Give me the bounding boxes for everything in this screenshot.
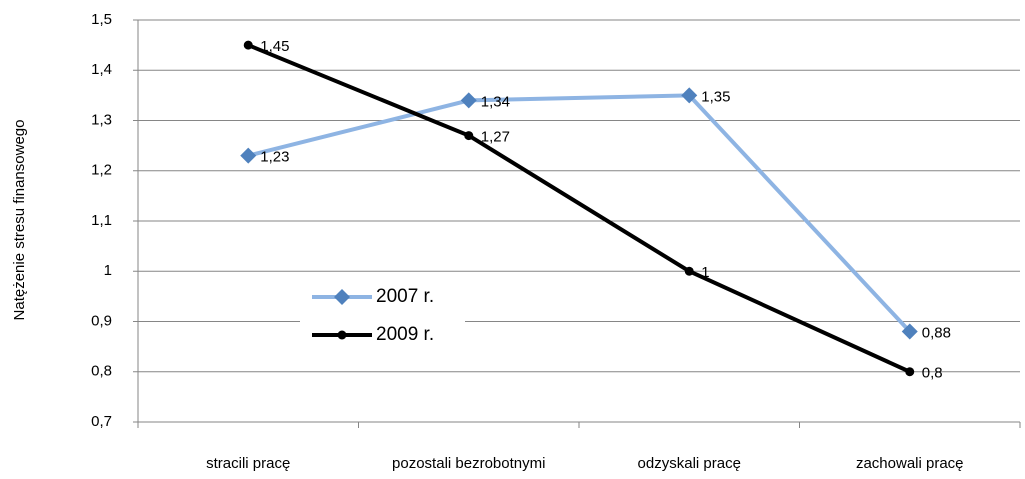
series-line xyxy=(247,93,912,333)
y-tick-label: 1,2 xyxy=(91,162,112,179)
y-tick-label: 1,1 xyxy=(91,212,112,229)
legend-label: 2009 r. xyxy=(376,324,434,345)
y-axis-title: Natężenie stresu finansowego xyxy=(11,120,28,321)
y-tick-label: 1,5 xyxy=(91,11,112,28)
x-tick-label: stracili pracę xyxy=(206,455,290,472)
marker xyxy=(243,40,253,50)
marker xyxy=(684,266,694,276)
marker xyxy=(901,323,918,340)
data-label: 1,35 xyxy=(701,88,730,105)
y-tick-label: 1,4 xyxy=(91,61,112,78)
data-label: 0,8 xyxy=(922,365,943,382)
x-tick-label: zachowali pracę xyxy=(856,455,964,472)
data-label: 1,45 xyxy=(260,38,289,55)
y-tick-label: 0,9 xyxy=(91,312,112,329)
data-label: 1,34 xyxy=(481,93,510,110)
y-tick-label: 1,3 xyxy=(91,111,112,128)
data-label: 0,88 xyxy=(922,325,951,342)
data-label: 1,23 xyxy=(260,149,289,166)
y-tick-label: 0,8 xyxy=(91,363,112,380)
marker xyxy=(905,367,915,377)
marker xyxy=(464,131,474,141)
y-tick-label: 0,7 xyxy=(91,413,112,430)
marker xyxy=(460,92,477,109)
x-tick-label: pozostali bezrobotnymi xyxy=(392,455,545,472)
marker xyxy=(337,330,347,340)
marker xyxy=(240,147,257,164)
y-tick-label: 1 xyxy=(104,262,112,279)
data-label: 1,27 xyxy=(481,129,510,146)
legend-box xyxy=(300,280,465,352)
x-tick-label: odzyskali pracę xyxy=(638,455,741,472)
legend-label: 2007 r. xyxy=(376,286,434,307)
series-line xyxy=(247,43,911,374)
marker xyxy=(681,87,698,104)
marker xyxy=(334,289,350,305)
data-label: 1 xyxy=(701,264,709,281)
